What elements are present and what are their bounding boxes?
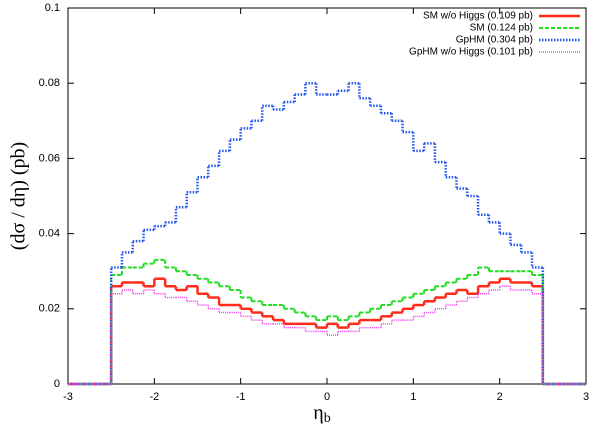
- y-axis-label: (dσ / dη) (pb): [8, 142, 30, 250]
- x-axis-label-sub: b: [324, 411, 331, 426]
- x-tick-label: -3: [63, 391, 73, 403]
- y-tick-label: 0: [54, 378, 60, 390]
- x-tick-label: 0: [324, 391, 330, 403]
- legend-label: GpHM w/o Higgs (0.101 pb): [409, 47, 533, 58]
- x-tick-label: 2: [497, 391, 503, 403]
- x-tick-label: -1: [236, 391, 246, 403]
- x-tick-label: -2: [149, 391, 159, 403]
- legend-label: SM w/o Higgs (0.109 pb): [423, 11, 533, 22]
- x-axis-label: ηb: [313, 402, 330, 427]
- x-tick-label: 1: [410, 391, 416, 403]
- histogram-riser: [110, 259, 544, 384]
- y-tick-label: 0.08: [39, 77, 60, 89]
- y-tick-label: 0.06: [39, 152, 60, 164]
- y-tick-label: 0.02: [39, 303, 60, 315]
- histogram-riser: [109, 83, 545, 384]
- y-tick-label: 0.04: [39, 228, 60, 240]
- x-tick-label: 3: [583, 391, 589, 403]
- y-tick-label: 0.1: [45, 2, 60, 14]
- x-axis-label-main: η: [313, 402, 323, 424]
- legend-label: SM (0.124 pb): [470, 23, 533, 34]
- legend-label: GpHM (0.304 pb): [456, 35, 533, 46]
